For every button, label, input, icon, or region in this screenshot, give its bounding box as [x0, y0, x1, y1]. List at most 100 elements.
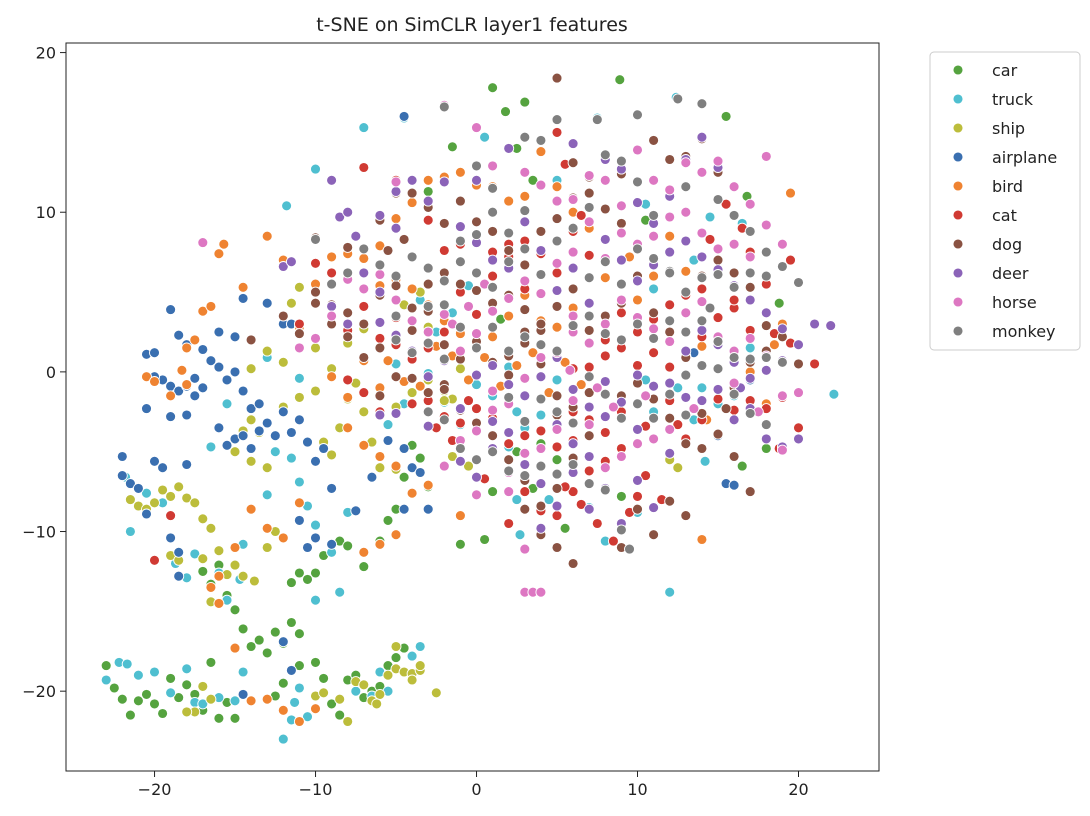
point-bird	[213, 570, 225, 582]
point-horse	[535, 586, 547, 598]
point-horse	[712, 155, 724, 167]
point-ship	[165, 490, 177, 502]
point-horse	[471, 328, 482, 340]
point-horse	[712, 243, 724, 255]
point-monkey	[583, 310, 595, 322]
point-ship	[371, 698, 383, 710]
point-dog	[535, 500, 547, 512]
point-truck	[699, 455, 711, 467]
point-deer	[342, 318, 354, 330]
y-tick-label: 20	[36, 44, 56, 63]
point-horse	[776, 238, 788, 250]
point-cat	[503, 518, 515, 529]
legend-item-horse: horse	[952, 293, 1037, 312]
point-dog	[535, 318, 547, 330]
point-ship	[438, 395, 450, 407]
point-truck	[293, 476, 305, 488]
point-truck	[406, 650, 418, 662]
point-bird	[390, 529, 402, 541]
legend-label: cat	[992, 206, 1017, 225]
point-ship	[245, 414, 257, 426]
point-airplane	[197, 344, 209, 355]
point-car	[277, 677, 289, 689]
point-monkey	[599, 388, 611, 400]
point-monkey	[760, 419, 772, 431]
point-monkey	[535, 269, 547, 280]
point-car	[141, 688, 152, 700]
point-cat	[640, 470, 652, 482]
point-dog	[245, 334, 257, 346]
point-car	[414, 452, 426, 464]
point-deer	[535, 478, 547, 490]
point-deer	[535, 245, 547, 256]
point-horse	[688, 403, 700, 415]
point-monkey	[487, 206, 499, 218]
point-car	[720, 110, 732, 122]
point-dog	[535, 225, 547, 237]
legend-label: bird	[992, 177, 1023, 196]
point-deer	[632, 423, 643, 435]
point-deer	[793, 339, 804, 351]
point-bird	[599, 272, 611, 284]
point-monkey	[487, 446, 499, 458]
point-ship	[248, 575, 260, 587]
point-truck	[828, 388, 840, 400]
x-tick-label: −20	[138, 780, 172, 799]
point-deer	[776, 323, 788, 335]
point-dog	[406, 372, 418, 384]
point-monkey	[326, 278, 338, 290]
point-monkey	[374, 259, 386, 271]
point-dog	[310, 297, 321, 309]
point-monkey	[632, 176, 643, 188]
legend-marker	[952, 122, 964, 134]
point-horse	[406, 315, 418, 327]
point-ship	[229, 559, 241, 571]
point-dog	[583, 387, 595, 399]
point-dog	[712, 254, 724, 266]
point-cat	[358, 387, 370, 399]
point-deer	[454, 221, 466, 233]
point-ship	[261, 462, 273, 474]
point-horse	[519, 275, 531, 287]
point-dog	[583, 187, 595, 199]
point-car	[197, 565, 209, 577]
point-bird	[374, 451, 386, 462]
point-horse	[680, 157, 692, 169]
point-dog	[760, 320, 772, 332]
point-monkey	[422, 337, 434, 349]
point-monkey	[422, 406, 434, 418]
point-ship	[173, 481, 185, 493]
point-truck	[382, 419, 394, 431]
point-airplane	[229, 366, 241, 378]
series-airplane	[116, 110, 756, 700]
point-monkey	[680, 286, 692, 298]
point-car	[551, 454, 563, 466]
point-airplane	[197, 382, 209, 394]
point-ship	[285, 297, 297, 309]
point-airplane	[414, 467, 426, 478]
point-deer	[374, 409, 386, 421]
legend-item-monkey: monkey	[952, 322, 1056, 341]
point-monkey	[342, 267, 354, 279]
point-airplane	[728, 479, 740, 491]
point-dog	[390, 280, 402, 292]
point-airplane	[221, 374, 233, 386]
point-car	[422, 186, 434, 197]
point-airplane	[181, 409, 193, 421]
point-cat	[422, 214, 434, 226]
point-monkey	[599, 328, 611, 340]
point-horse	[567, 194, 579, 205]
point-deer	[664, 246, 676, 258]
point-dog	[696, 443, 708, 454]
point-deer	[350, 230, 362, 242]
point-airplane	[229, 331, 241, 343]
point-deer	[599, 233, 611, 245]
point-monkey	[519, 243, 531, 255]
point-airplane	[165, 532, 177, 544]
legend-item-airplane: airplane	[952, 148, 1057, 167]
point-horse	[696, 166, 708, 178]
point-monkey	[615, 334, 627, 346]
point-airplane	[366, 471, 378, 483]
point-monkey	[503, 227, 515, 239]
point-truck	[334, 586, 346, 598]
